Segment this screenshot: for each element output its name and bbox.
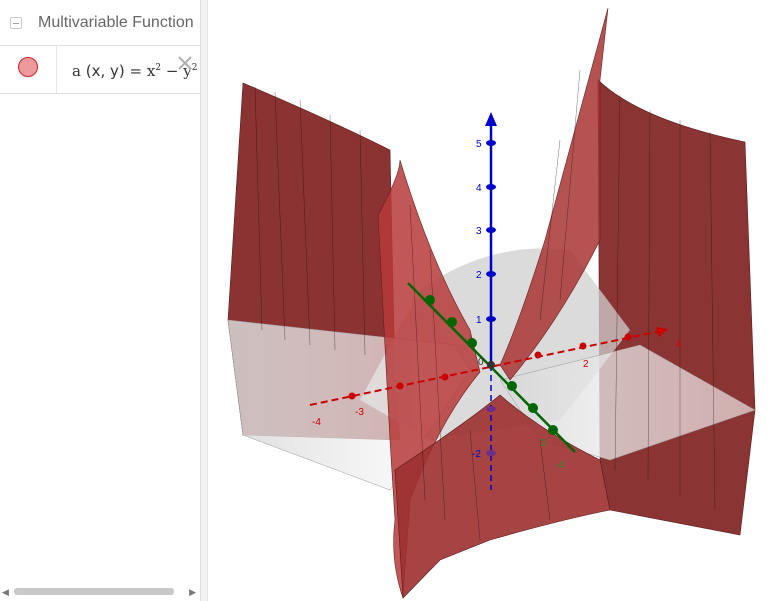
- scroll-thumb[interactable]: [14, 588, 174, 595]
- visibility-toggle[interactable]: [18, 57, 38, 77]
- collapse-group-button[interactable]: [10, 16, 22, 29]
- origin-label: 0: [478, 357, 484, 368]
- origin-point: [487, 361, 495, 369]
- z-tick-label: -2: [472, 449, 481, 460]
- horizontal-scrollbar[interactable]: ◀ ▶: [0, 585, 200, 597]
- graphics-3d-view[interactable]: 2 4 -3 -4 3 -4 1 2 3 4 5 -2 0: [208, 0, 778, 601]
- group-title: Multivariable Function: [38, 13, 194, 31]
- minus-sign: −: [165, 62, 179, 80]
- surface-mesh: [254, 69, 716, 541]
- function-definition[interactable]: a (x, y) = x2 − y2: [72, 62, 197, 80]
- view-divider[interactable]: [200, 0, 208, 601]
- group-header: Multivariable Function: [0, 0, 200, 46]
- algebra-view: Multivariable Function a (x, y) = x2 − y…: [0, 0, 200, 601]
- x-tick-label: 2: [583, 359, 589, 370]
- term-y: y: [183, 62, 192, 80]
- z-tick-label: 4: [476, 183, 482, 194]
- scroll-right-icon[interactable]: ▶: [189, 587, 196, 597]
- term-x: x: [146, 62, 156, 80]
- algebra-item-a[interactable]: a (x, y) = x2 − y2: [0, 46, 200, 94]
- surface-back-right: [597, 79, 756, 536]
- delete-icon[interactable]: [176, 54, 194, 72]
- item-separator: [56, 46, 57, 93]
- x-axis: 2 4 -3 -4: [309, 327, 682, 428]
- y-tick-label: 3: [540, 438, 546, 449]
- function-args: (x, y): [85, 62, 125, 80]
- x-tick-label: -3: [355, 407, 364, 418]
- z-axis: 1 2 3 4 5 -2 0: [472, 112, 497, 490]
- scroll-left-icon[interactable]: ◀: [2, 587, 9, 597]
- equals-sign: =: [129, 62, 143, 80]
- x-axis-neg-marker: -4: [312, 417, 321, 428]
- x-tick-label: 4: [676, 339, 682, 350]
- surface-front-right: [499, 7, 609, 381]
- y-axis-neg-marker: -4: [555, 460, 564, 471]
- z-tick-label: 3: [476, 226, 482, 237]
- z-tick-label: 2: [476, 270, 482, 281]
- z-tick-label: 5: [476, 139, 482, 150]
- term-x-exponent: 2: [155, 63, 162, 73]
- z-tick-label: 1: [476, 315, 482, 326]
- term-y-exponent: 2: [191, 63, 198, 73]
- function-name: a: [72, 62, 81, 80]
